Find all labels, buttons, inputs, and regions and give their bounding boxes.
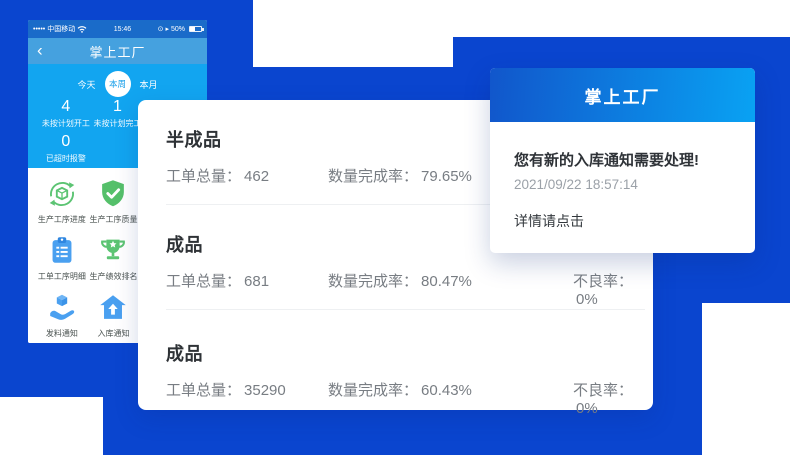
clipboard-icon (52, 237, 72, 263)
carrier-signal: ••••• 中国移动 (33, 24, 87, 34)
notification-details-link[interactable]: 详情请点击 (514, 213, 584, 229)
report-row-metrics: 工单总量： 35290 数量完成率： 60.43% 不良率：0% (166, 379, 643, 417)
grid-item-warehouse-in-notice[interactable]: 入库通知 (88, 286, 140, 343)
grid-item-label: 生产工序进度 (37, 215, 86, 224)
notification-message: 您有新的入库通知需要处理! (514, 152, 699, 169)
notification-body: 您有新的入库通知需要处理! 2021/09/22 18:57:14 详情请点击 (490, 122, 755, 231)
stat-value: 0 (61, 133, 71, 150)
notification-header: 掌上工厂 (490, 68, 755, 122)
phone-nav-bar: ‹ 掌上工厂 (28, 38, 207, 64)
sync-cube-icon (49, 181, 75, 207)
metric-completion-rate: 数量完成率： 80.47% (328, 273, 472, 290)
tab-today[interactable]: 今天 (77, 79, 96, 90)
report-row-semifinished: 半成品 工单总量： 462 数量完成率： 79.65% (138, 100, 653, 204)
metric-total-orders: 工单总量： 35290 (166, 382, 286, 399)
stat-overtime-alarm: 0 已超时报警 (40, 133, 92, 164)
row-divider (166, 309, 645, 310)
status-right-cluster: ⊙ ▸ 50% (157, 25, 204, 33)
hand-box-icon (50, 294, 75, 320)
phone-status-bar: ••••• 中国移动 15:46 ⊙ ▸ 50% (28, 20, 207, 38)
stat-label: 未按计划开工 (41, 119, 90, 128)
metric-completion-rate: 数量完成率： 60.43% (328, 382, 472, 399)
back-chevron-icon[interactable]: ‹ (37, 40, 44, 60)
tab-this-week[interactable]: 本周 (104, 71, 131, 97)
grid-item-label: 生产工序质量 (89, 215, 138, 224)
report-row-metrics: 工单总量： 681 数量完成率： 80.47% 不良率：0% (166, 270, 643, 308)
status-misc-icons: ⊙ ▸ (157, 26, 169, 33)
report-row-title: 成品 (166, 235, 203, 255)
trophy-star-icon (101, 239, 126, 260)
carrier-label: 中国移动 (47, 26, 76, 33)
grid-item-label: 入库通知 (97, 329, 130, 338)
grid-item-performance-ranking[interactable]: 生产绩效排名 (88, 229, 140, 286)
stat-value: 4 (61, 98, 71, 115)
notification-popup[interactable]: 掌上工厂 您有新的入库通知需要处理! 2021/09/22 18:57:14 详… (490, 68, 755, 253)
grid-item-workorder-detail[interactable]: 工单工序明细 (36, 229, 88, 286)
stat-not-started: 4 未按计划开工 (40, 98, 92, 129)
period-tabs: 今天 本周 本月 (28, 64, 207, 97)
notification-timestamp: 2021/09/22 18:57:14 (514, 177, 638, 192)
warehouse-in-icon (100, 295, 127, 319)
grid-item-label: 发料通知 (45, 329, 78, 338)
grid-item-material-issue-notice[interactable]: 发料通知 (36, 286, 88, 343)
metric-defect-rate: 不良率：0% (573, 273, 634, 308)
metric-defect-rate: 不良率：0% (573, 382, 634, 417)
report-row-title: 成品 (166, 344, 203, 364)
metric-total-orders: 工单总量： 462 (166, 168, 270, 185)
shield-check-icon (102, 180, 125, 207)
stat-value: 1 (113, 98, 122, 115)
wifi-icon (77, 26, 87, 33)
notification-app-title: 掌上工厂 (584, 87, 661, 107)
grid-item-production-progress[interactable]: 生产工序进度 (36, 172, 88, 229)
stat-label: 已超时报警 (45, 154, 86, 163)
grid-item-label: 工单工序明细 (37, 272, 86, 281)
stats-row-2: 0 已超时报警 (28, 133, 207, 164)
report-row-finished-1: 成品 工单总量： 681 数量完成率： 80.47% 不良率：0% (138, 205, 653, 309)
metric-completion-rate: 数量完成率： 79.65% (328, 168, 472, 185)
grid-item-label: 生产绩效排名 (89, 272, 138, 281)
report-row-finished-2: 成品 工单总量： 35290 数量完成率： 60.43% 不良率：0% (138, 310, 653, 417)
report-row-metrics: 工单总量： 462 数量完成率： 79.65% (166, 165, 643, 186)
metric-total-orders: 工单总量： 681 (166, 273, 270, 290)
battery-icon (188, 26, 204, 32)
stat-not-finished: 1 未按计划完工 (92, 98, 144, 129)
stat-label: 未按计划完工 (93, 119, 142, 128)
tab-this-month[interactable]: 本月 (139, 79, 158, 90)
signal-dots-icon: ••••• (33, 25, 46, 33)
grid-item-production-quality[interactable]: 生产工序质量 (88, 172, 140, 229)
report-row-title: 半成品 (166, 130, 222, 150)
row-divider (166, 204, 645, 205)
battery-percent-label: 50% (170, 25, 185, 33)
phone-page-title: 掌上工厂 (89, 44, 146, 60)
production-report-card: 半成品 工单总量： 462 数量完成率： 79.65% 成品 工单总量： 681 数量… (138, 100, 653, 417)
clock-label: 15:46 (113, 25, 132, 33)
stat-spacer (92, 133, 144, 164)
